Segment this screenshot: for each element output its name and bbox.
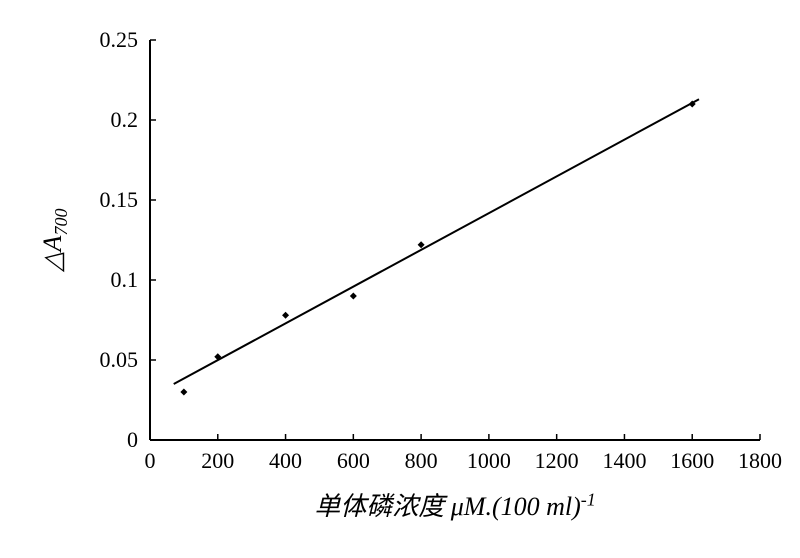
y-tick-label: 0.05 [100,347,139,373]
data-point [180,389,187,396]
x-tick-label: 1000 [467,448,511,474]
x-tick-label: 1600 [670,448,714,474]
y-tick-label: 0 [127,427,138,453]
data-point [350,293,357,300]
x-tick-label: 400 [269,448,302,474]
x-tick-label: 600 [337,448,370,474]
data-point [418,241,425,248]
regression-line [174,99,699,384]
x-tick-label: 1800 [738,448,782,474]
y-tick-label: 0.25 [100,27,139,53]
y-tick-label: 0.1 [111,267,139,293]
y-tick-label: 0.2 [111,107,139,133]
x-tick-label: 200 [201,448,234,474]
ylabel-main: △A [38,236,67,272]
x-tick-label: 800 [405,448,438,474]
xlabel-main: 单体磷浓度 μM.(100 ml) [314,492,581,521]
x-tick-label: 1400 [602,448,646,474]
x-axis-label: 单体磷浓度 μM.(100 ml)-1 [314,486,596,523]
x-tick-label: 0 [145,448,156,474]
scatter-chart: 0 200 400 600 800 1000 1200 1400 1600 1800 0 0.05 0.… [0,0,800,558]
data-point [282,312,289,319]
x-tick-label: 1200 [535,448,579,474]
ylabel-sub: 700 [51,209,71,236]
xlabel-sup: -1 [581,489,596,509]
y-tick-label: 0.15 [100,187,139,213]
y-axis-label: △A700 [38,209,72,272]
